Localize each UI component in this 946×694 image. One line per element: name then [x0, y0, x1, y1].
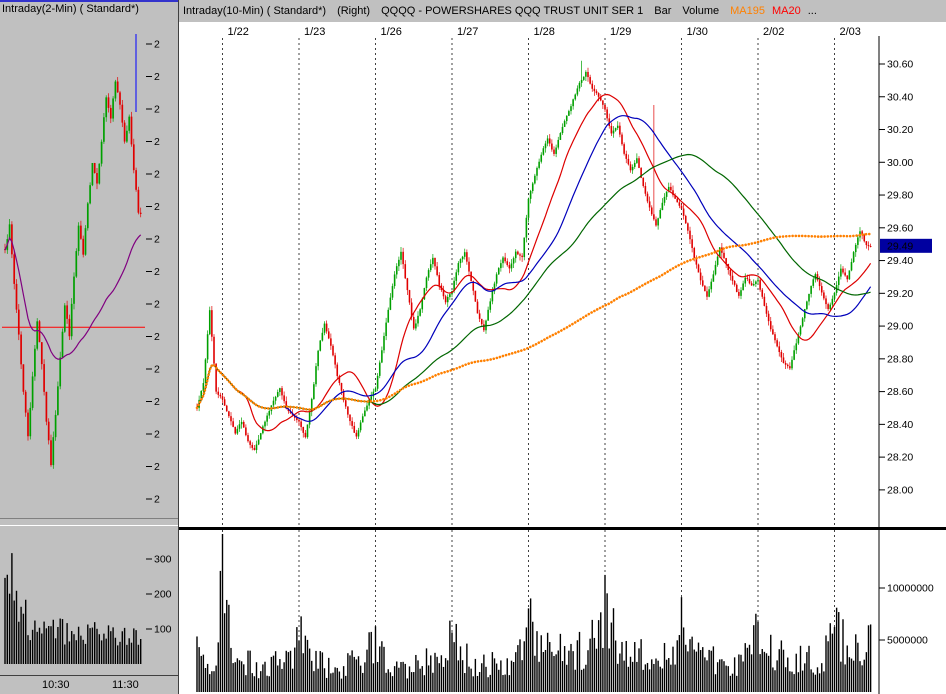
series-type-label[interactable]: Bar: [654, 5, 672, 17]
svg-text:1/28: 1/28: [534, 26, 555, 38]
svg-text:1/23: 1/23: [304, 26, 325, 38]
time-label-1030: 10:30: [42, 679, 70, 691]
svg-text:30.40: 30.40: [887, 91, 913, 103]
svg-text:30.20: 30.20: [887, 124, 913, 136]
volume-indicator-label[interactable]: Volume: [682, 5, 720, 17]
day-grid-lines: 1/22 1/23 1/26 1/27 1/28 1/29 1/30 2/02 2/03: [222, 26, 861, 527]
main-panel-header: Intraday(10-Min) ( Standard*) (Right) QQ…: [179, 0, 946, 23]
svg-text:5000000: 5000000: [887, 635, 928, 647]
svg-text:2: 2: [154, 169, 160, 181]
candlesticks: [4, 77, 142, 469]
svg-text:2: 2: [154, 494, 160, 506]
ma20-indicator-label[interactable]: MA20: [771, 5, 801, 17]
svg-text:29.49: 29.49: [887, 240, 913, 252]
svg-text:2: 2: [154, 266, 160, 278]
svg-text:28.40: 28.40: [887, 419, 913, 431]
purple-ma-line: [4, 234, 142, 360]
svg-text:28.80: 28.80: [887, 353, 913, 365]
left-price-chart[interactable]: 2 2 2 2 2 2 2 2 2 2 2 2 2 2 2: [0, 18, 178, 518]
right-scale-label: (Right): [337, 5, 371, 17]
svg-text:2: 2: [154, 39, 160, 51]
svg-text:2: 2: [154, 364, 160, 376]
svg-text:2: 2: [154, 234, 160, 246]
left-time-axis: 10:30 11:30: [0, 675, 178, 694]
main-volume-bars: [196, 534, 872, 692]
svg-text:28.60: 28.60: [887, 386, 913, 398]
svg-text:2: 2: [154, 299, 160, 311]
left-price-axis: 2 2 2 2 2 2 2 2 2 2 2 2 2 2 2: [146, 39, 160, 506]
symbol-description[interactable]: QQQQ - POWERSHARES QQQ TRUST UNIT SER 1: [381, 5, 644, 17]
svg-text:2/02: 2/02: [763, 26, 784, 38]
main-volume-axis: 10000000 5000000: [878, 530, 934, 694]
svg-text:2: 2: [154, 461, 160, 473]
svg-text:30.60: 30.60: [887, 59, 913, 71]
price-volume-divider[interactable]: [179, 527, 946, 530]
main-volume-chart[interactable]: 10000000 5000000: [179, 530, 946, 694]
ma-line-MA195: [195, 232, 872, 411]
svg-text:200: 200: [154, 589, 172, 601]
left-panel-title[interactable]: Intraday(2-Min) ( Standard*): [2, 3, 139, 15]
svg-text:29.80: 29.80: [887, 190, 913, 202]
svg-text:1/22: 1/22: [228, 26, 249, 38]
svg-text:29.20: 29.20: [887, 288, 913, 300]
svg-text:28.00: 28.00: [887, 484, 913, 496]
svg-text:1/26: 1/26: [381, 26, 402, 38]
svg-text:10000000: 10000000: [887, 583, 934, 595]
left-panel-splitter[interactable]: [0, 518, 178, 526]
svg-text:2: 2: [154, 201, 160, 213]
svg-text:30.00: 30.00: [887, 157, 913, 169]
svg-text:2: 2: [154, 396, 160, 408]
svg-text:300: 300: [154, 554, 172, 566]
svg-text:1/29: 1/29: [610, 26, 631, 38]
svg-text:29.60: 29.60: [887, 222, 913, 234]
svg-text:29.40: 29.40: [887, 255, 913, 267]
svg-text:28.20: 28.20: [887, 452, 913, 464]
svg-text:2: 2: [154, 104, 160, 116]
left-volume-axis: 300 200 100: [146, 554, 172, 636]
svg-text:29.00: 29.00: [887, 321, 913, 333]
ma-line-39: [196, 115, 872, 422]
svg-text:100: 100: [154, 624, 172, 636]
svg-text:2: 2: [154, 71, 160, 83]
time-label-1130: 11:30: [112, 679, 139, 691]
svg-text:2: 2: [154, 331, 160, 343]
main-price-chart[interactable]: 1/22 1/23 1/26 1/27 1/28 1/29 1/30 2/02 2/03 30.6…: [179, 22, 946, 527]
main-chart-title[interactable]: Intraday(10-Min) ( Standard*): [183, 5, 327, 17]
left-volume-bars: [4, 553, 142, 664]
svg-text:2: 2: [154, 429, 160, 441]
svg-text:1/27: 1/27: [457, 26, 478, 38]
last-price-badge: 29.49: [880, 238, 932, 253]
svg-text:2/03: 2/03: [840, 26, 861, 38]
left-volume-chart[interactable]: 300 200 100: [0, 524, 178, 675]
ma-line-MA20: [196, 93, 872, 432]
more-indicators-ellipsis[interactable]: ...: [807, 5, 817, 17]
candlesticks: [196, 60, 872, 454]
main-chart-panel: Intraday(10-Min) ( Standard*) (Right) QQ…: [178, 0, 946, 694]
svg-text:1/30: 1/30: [687, 26, 708, 38]
svg-text:2: 2: [154, 136, 160, 148]
ma195-indicator-label[interactable]: MA195: [730, 5, 765, 17]
main-price-axis: 30.60 30.40 30.20 30.00 29.80 29.60 29.40 29.20…: [878, 36, 913, 527]
ma-line-78: [196, 153, 871, 411]
